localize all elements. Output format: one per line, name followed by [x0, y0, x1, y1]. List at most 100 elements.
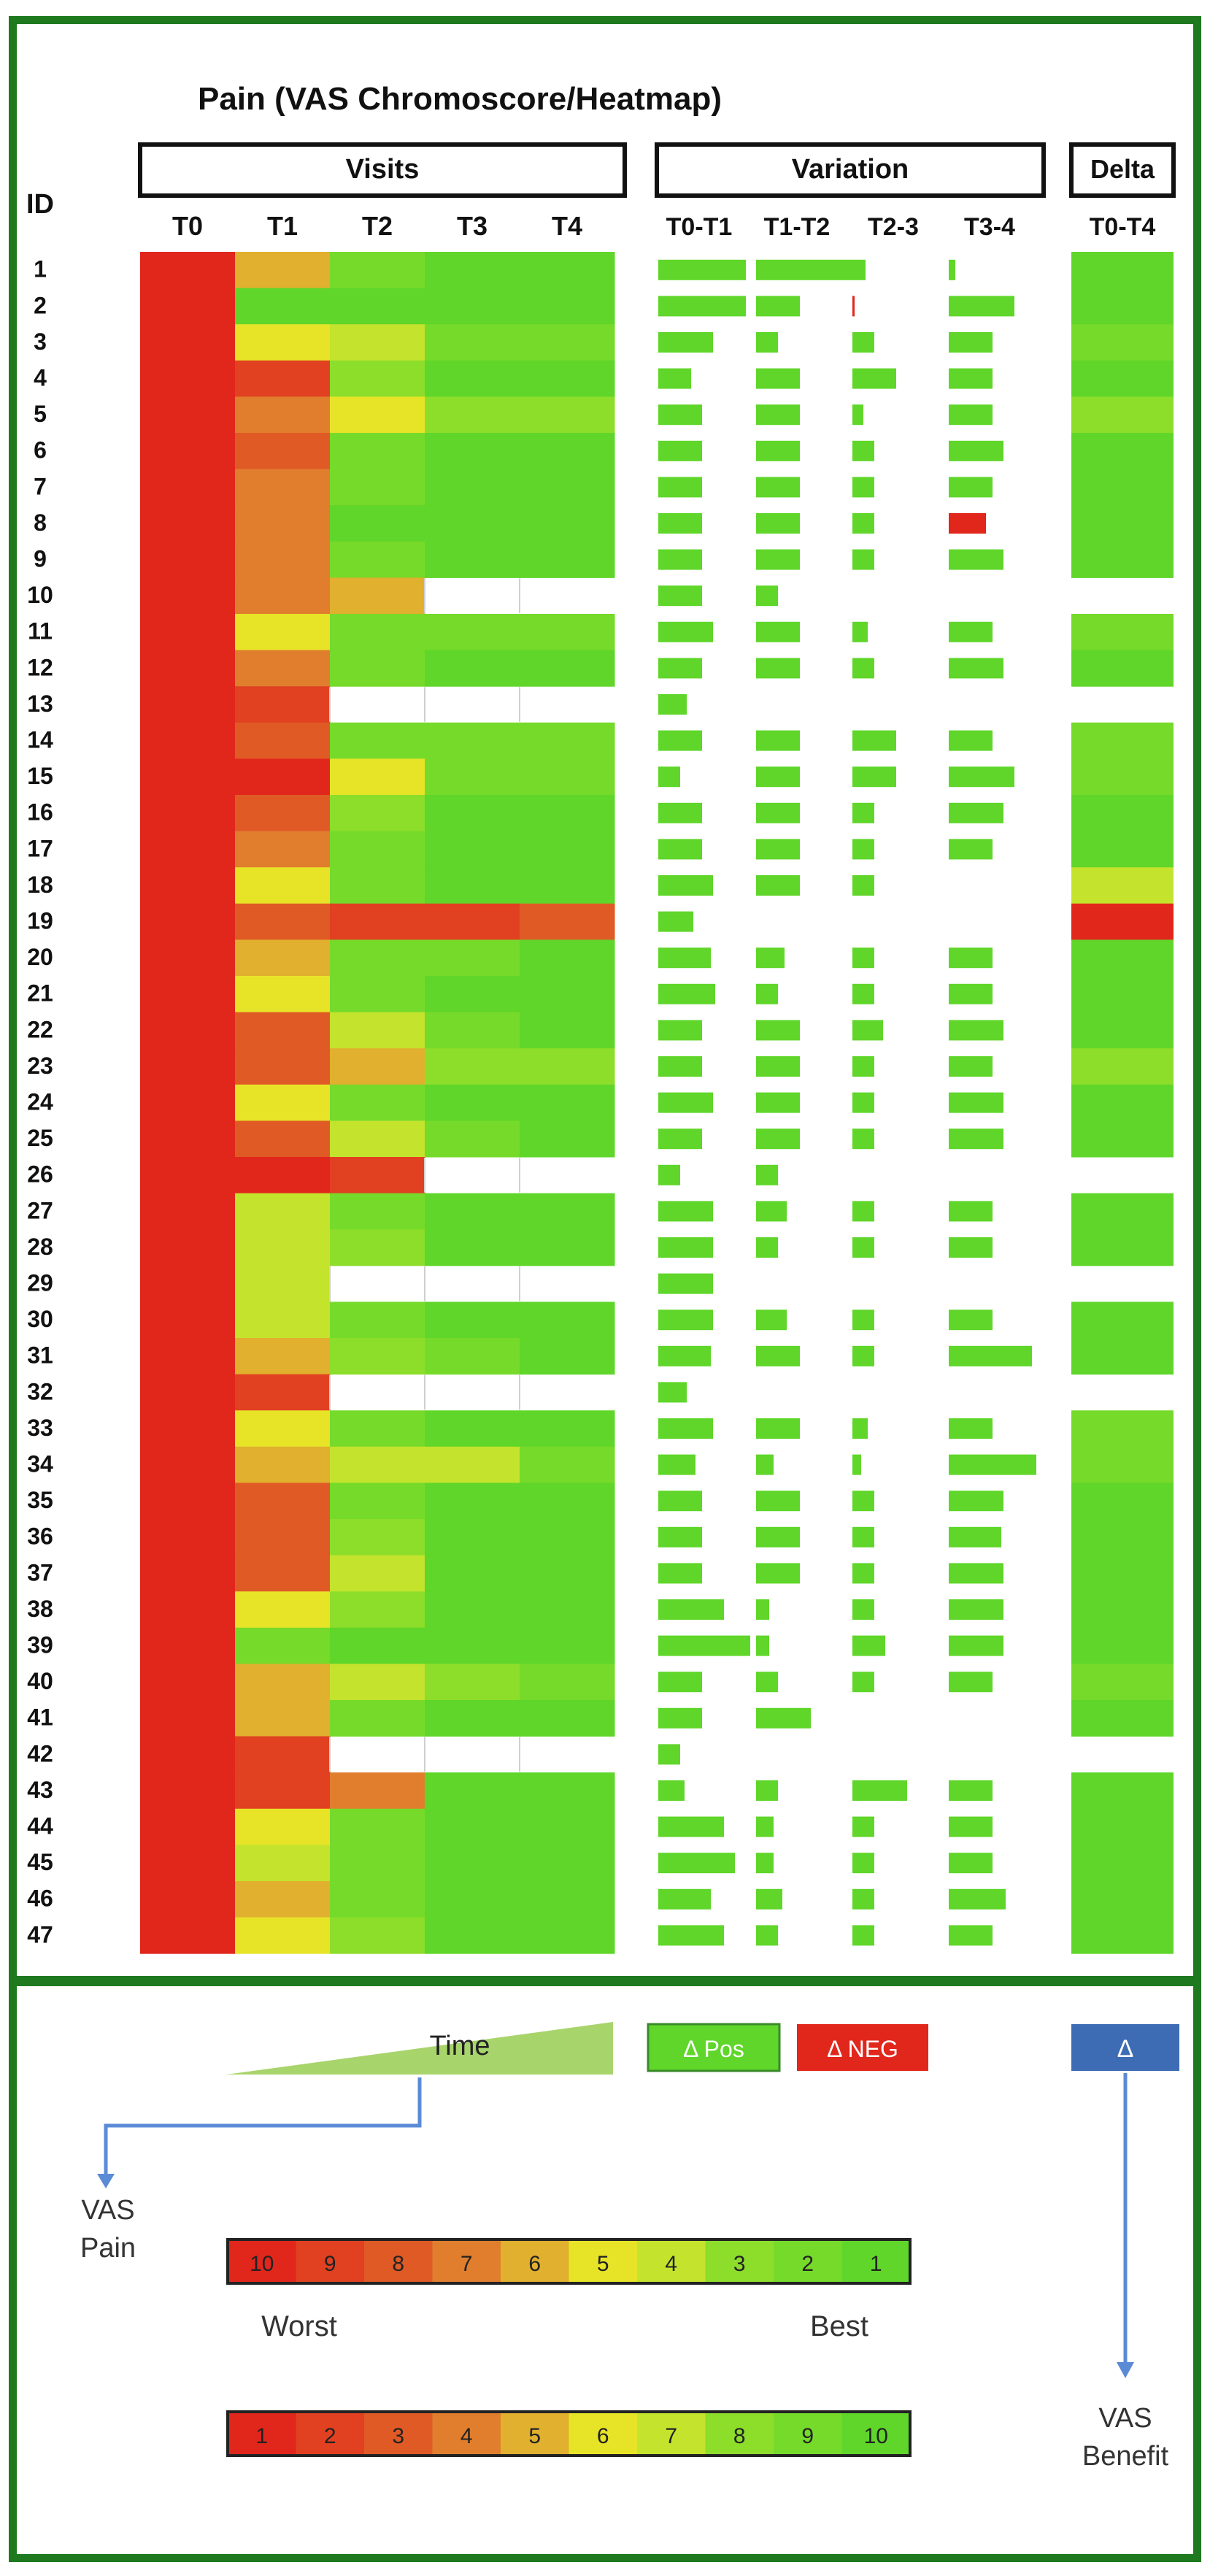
variation-bar: [756, 1780, 778, 1801]
variation-bar: [852, 1020, 883, 1041]
variation-bar: [949, 1418, 993, 1439]
vas-cell: [425, 976, 520, 1013]
vas-cell: [330, 1012, 425, 1049]
delta-cell: [1071, 1700, 1174, 1737]
delta-neg-label: Δ NEG: [827, 2036, 898, 2062]
row-id-label: 35: [27, 1487, 53, 1513]
vas-cell: [330, 1302, 425, 1339]
vas-cell: [140, 831, 236, 868]
row-id-label: 10: [27, 582, 53, 608]
vas-cell: [425, 1338, 520, 1375]
benefit-scale-swatch: [637, 2412, 706, 2456]
vas-cell: [520, 867, 615, 904]
variation-bar: [949, 549, 1003, 570]
variation-bar: [949, 332, 993, 353]
row-id-label: 8: [34, 510, 47, 536]
row-id-label: 12: [27, 654, 53, 680]
vas-cell: [520, 433, 615, 470]
variation-bar: [756, 296, 800, 317]
benefit-scale-value: 2: [324, 2424, 336, 2448]
variation-bar: [852, 477, 874, 498]
vas-cell: [330, 976, 425, 1013]
vas-cell: [520, 1700, 615, 1737]
vas-cell: [520, 360, 615, 397]
row-id-label: 32: [27, 1378, 53, 1404]
vas-cell: [140, 1881, 236, 1918]
vas-pain-label-line1: VAS: [81, 2195, 134, 2226]
delta-cell: [1071, 1845, 1174, 1882]
variation-bar: [756, 259, 866, 280]
variation-bar: [658, 1382, 687, 1403]
variation-column-header: T2-3: [868, 213, 919, 241]
vas-cell: [520, 1120, 615, 1158]
vas-cell: [140, 505, 236, 542]
variation-bar: [658, 730, 702, 751]
row-id-label: 26: [27, 1161, 53, 1188]
benefit-scale-swatch: [432, 2412, 501, 2456]
row-id-label: 39: [27, 1632, 53, 1658]
variation-bar: [756, 1635, 769, 1656]
vas-cell: [140, 795, 236, 832]
benefit-scale-swatch: [501, 2412, 569, 2456]
vas-cell: [330, 722, 425, 759]
variation-bar: [658, 259, 746, 280]
delta-cell: [1071, 1446, 1174, 1483]
benefit-scale-swatch: [705, 2412, 774, 2456]
pain-scale-value: 7: [461, 2252, 473, 2276]
variation-bar: [949, 1491, 1003, 1512]
vas-cell: [520, 1302, 615, 1339]
vas-cell: [140, 903, 236, 940]
vas-cell: [330, 1519, 425, 1556]
row-id-label: 15: [27, 763, 53, 789]
delta-cell: [1071, 758, 1174, 796]
delta-cell: [1071, 939, 1174, 977]
delta-cell: [1071, 1012, 1174, 1049]
row-id-label: 21: [27, 980, 53, 1007]
vas-cell: [425, 1700, 520, 1737]
vas-cell: [140, 1845, 236, 1882]
vas-cell: [235, 1555, 331, 1592]
vas-cell: [140, 1664, 236, 1701]
delta-cell: [1071, 650, 1174, 687]
variation-bar: [949, 1345, 1032, 1366]
variation-bar: [756, 1853, 774, 1874]
vas-cell: [520, 722, 615, 759]
row-id-label: 5: [34, 401, 47, 427]
delta-cell: [1071, 1120, 1174, 1158]
variation-bar: [658, 1672, 702, 1693]
variation-bar: [949, 1635, 1003, 1656]
variation-bar: [658, 1092, 713, 1113]
vas-cell: [330, 1555, 425, 1592]
delta-neg-box: [797, 2024, 928, 2071]
vas-cell: [140, 1012, 236, 1049]
variation-bar: [852, 947, 874, 969]
row-id-label: 7: [34, 473, 47, 499]
variation-bar: [852, 332, 874, 353]
vas-cell: [140, 1229, 236, 1266]
variation-bar: [852, 1780, 907, 1801]
vas-cell: [425, 650, 520, 687]
delta-cell: [1071, 1302, 1174, 1339]
vas-cell: [235, 1157, 331, 1194]
row-id-label: 1: [34, 256, 47, 282]
vas-cell: [235, 1772, 331, 1810]
row-id-label: 29: [27, 1270, 53, 1296]
variation-bar: [949, 621, 993, 642]
vas-cell: [330, 1917, 425, 1954]
vas-cell: [520, 1664, 615, 1701]
benefit-scale-value: 5: [528, 2424, 541, 2448]
variation-bar: [949, 259, 955, 280]
delta-cell: [1071, 1881, 1174, 1918]
pain-scale-swatch: [296, 2239, 365, 2283]
vas-cell: [235, 1736, 331, 1773]
variation-bar: [852, 802, 874, 823]
vas-cell: [425, 939, 520, 977]
row-id-label: 23: [27, 1053, 53, 1079]
variation-bar: [852, 875, 874, 896]
variation-bar: [756, 766, 800, 788]
visit-column-header: T2: [362, 211, 393, 241]
vas-cell: [235, 1917, 331, 1954]
variation-bar: [658, 332, 713, 353]
row-id-label: 9: [34, 546, 47, 572]
variation-bar: [949, 1201, 993, 1222]
